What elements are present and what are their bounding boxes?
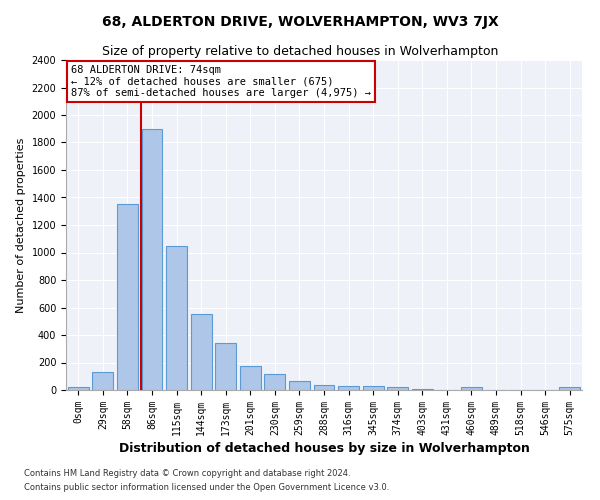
Y-axis label: Number of detached properties: Number of detached properties [16, 138, 26, 312]
Bar [289, 381, 310, 390]
Bar [68, 387, 89, 390]
Bar [461, 387, 482, 390]
Bar [92, 372, 113, 390]
Bar [412, 388, 433, 390]
Bar [387, 387, 408, 390]
Bar [314, 384, 334, 390]
Bar [338, 386, 359, 390]
Text: 68 ALDERTON DRIVE: 74sqm
← 12% of detached houses are smaller (675)
87% of semi-: 68 ALDERTON DRIVE: 74sqm ← 12% of detach… [71, 65, 371, 98]
Bar [362, 386, 383, 390]
Text: 68, ALDERTON DRIVE, WOLVERHAMPTON, WV3 7JX: 68, ALDERTON DRIVE, WOLVERHAMPTON, WV3 7… [101, 15, 499, 29]
Bar [166, 246, 187, 390]
Bar [117, 204, 138, 390]
Text: Contains HM Land Registry data © Crown copyright and database right 2024.: Contains HM Land Registry data © Crown c… [24, 468, 350, 477]
Bar [215, 343, 236, 390]
Bar [559, 387, 580, 390]
X-axis label: Distribution of detached houses by size in Wolverhampton: Distribution of detached houses by size … [119, 442, 529, 455]
Bar [265, 374, 286, 390]
Text: Size of property relative to detached houses in Wolverhampton: Size of property relative to detached ho… [102, 45, 498, 58]
Bar [191, 314, 212, 390]
Text: Contains public sector information licensed under the Open Government Licence v3: Contains public sector information licen… [24, 484, 389, 492]
Bar [142, 128, 163, 390]
Bar [240, 366, 261, 390]
